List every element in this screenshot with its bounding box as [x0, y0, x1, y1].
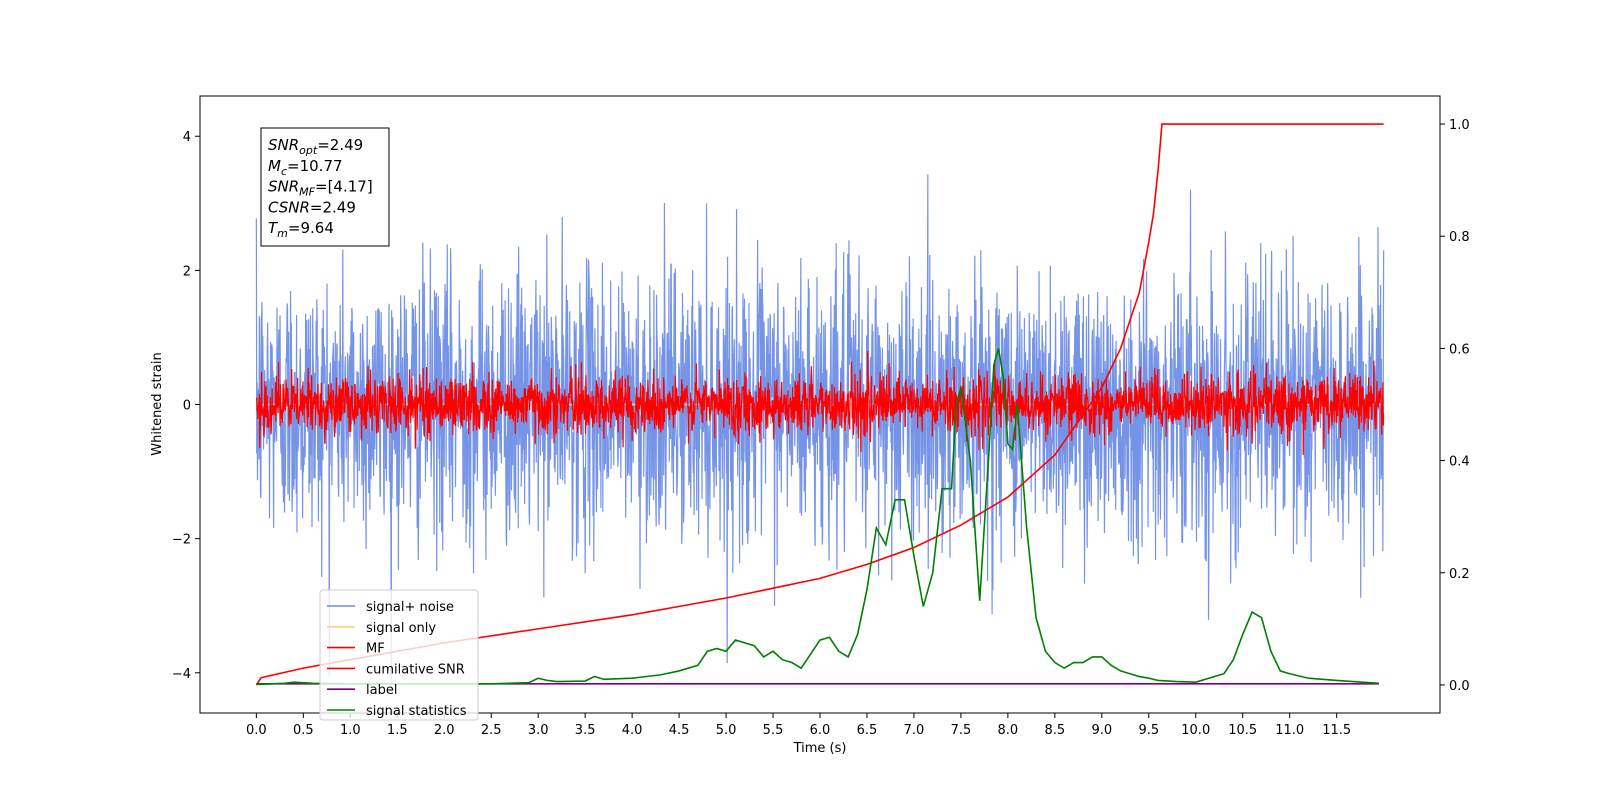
- y-tick-label: 2: [183, 264, 191, 279]
- x-tick-label: 3.0: [528, 723, 549, 738]
- x-tick-label: 1.5: [387, 723, 408, 738]
- y2-tick-label: 0.2: [1449, 567, 1470, 582]
- legend-entry: signal+ noise: [366, 600, 454, 615]
- x-axis-title: Time (s): [793, 741, 847, 756]
- annotation-box: SNRopt=2.49Mc=10.77SNRMF=[4.17]CSNR=2.49…: [260, 127, 390, 247]
- legend: signal+ noise signal only MF cumilative SNR…: [319, 589, 479, 721]
- series-line-5: [256, 348, 1379, 686]
- x-axis: 0.0 0.5 1.0 1.5 2.0 2.5 3.0 3.5 4.0 4.5 5.0 5.5 6.0 6…: [246, 713, 1351, 738]
- y2-tick-label: 0.6: [1449, 342, 1470, 357]
- annotation-line: SNRopt=2.49: [268, 136, 363, 157]
- x-tick-label: 2.5: [481, 723, 502, 738]
- x-tick-label: 3.5: [575, 723, 596, 738]
- series-line-2: [255, 351, 1385, 455]
- x-tick-label: 6.5: [857, 723, 878, 738]
- x-tick-label: 10.5: [1228, 723, 1257, 738]
- x-tick-label: 7.0: [904, 723, 925, 738]
- x-tick-label: 5.0: [716, 723, 737, 738]
- y2-tick-label: 1.0: [1449, 118, 1470, 133]
- annotation-line: CSNR=2.49: [268, 198, 356, 216]
- annotation-line: SNRMF=[4.17]: [268, 178, 373, 199]
- legend-entry: MF: [366, 642, 385, 657]
- y-axis-right: 1.0 0.8 0.6 0.4 0.2 0.0: [1440, 118, 1470, 694]
- x-tick-label: 6.0: [810, 723, 831, 738]
- y2-tick-label: 0.4: [1449, 455, 1470, 470]
- x-tick-label: 0.5: [293, 723, 314, 738]
- x-tick-label: 0.0: [246, 723, 267, 738]
- x-tick-label: 11.5: [1322, 723, 1351, 738]
- x-tick-label: 1.0: [340, 723, 361, 738]
- annotation-line: Tm=9.64: [268, 219, 334, 240]
- y-tick-label: −2: [172, 533, 191, 548]
- y2-tick-label: 0.8: [1449, 230, 1470, 245]
- x-tick-label: 7.5: [951, 723, 972, 738]
- x-tick-label: 11.0: [1275, 723, 1304, 738]
- x-tick-label: 4.0: [622, 723, 643, 738]
- y-tick-label: 4: [183, 130, 191, 145]
- x-tick-label: 2.0: [434, 723, 455, 738]
- y2-tick-label: 0.0: [1449, 679, 1470, 694]
- legend-entry: cumilative SNR: [366, 662, 465, 677]
- legend-entry: signal only: [366, 621, 436, 636]
- y-axis-left: 4 2 0 −2 −4: [172, 130, 200, 682]
- y-tick-label: −4: [172, 667, 191, 682]
- x-tick-label: 10.0: [1181, 723, 1210, 738]
- y-axis-title: Whitened strain: [150, 352, 165, 455]
- legend-entry: signal statistics: [366, 704, 467, 719]
- x-tick-label: 9.0: [1091, 723, 1112, 738]
- x-tick-label: 8.5: [1045, 723, 1066, 738]
- legend-entry: label: [366, 683, 397, 698]
- y-tick-label: 0: [183, 399, 191, 414]
- x-tick-label: 9.5: [1138, 723, 1159, 738]
- annotation-line: Mc=10.77: [268, 157, 343, 178]
- x-tick-label: 5.5: [763, 723, 784, 738]
- x-tick-label: 8.0: [998, 723, 1019, 738]
- x-tick-label: 4.5: [669, 723, 690, 738]
